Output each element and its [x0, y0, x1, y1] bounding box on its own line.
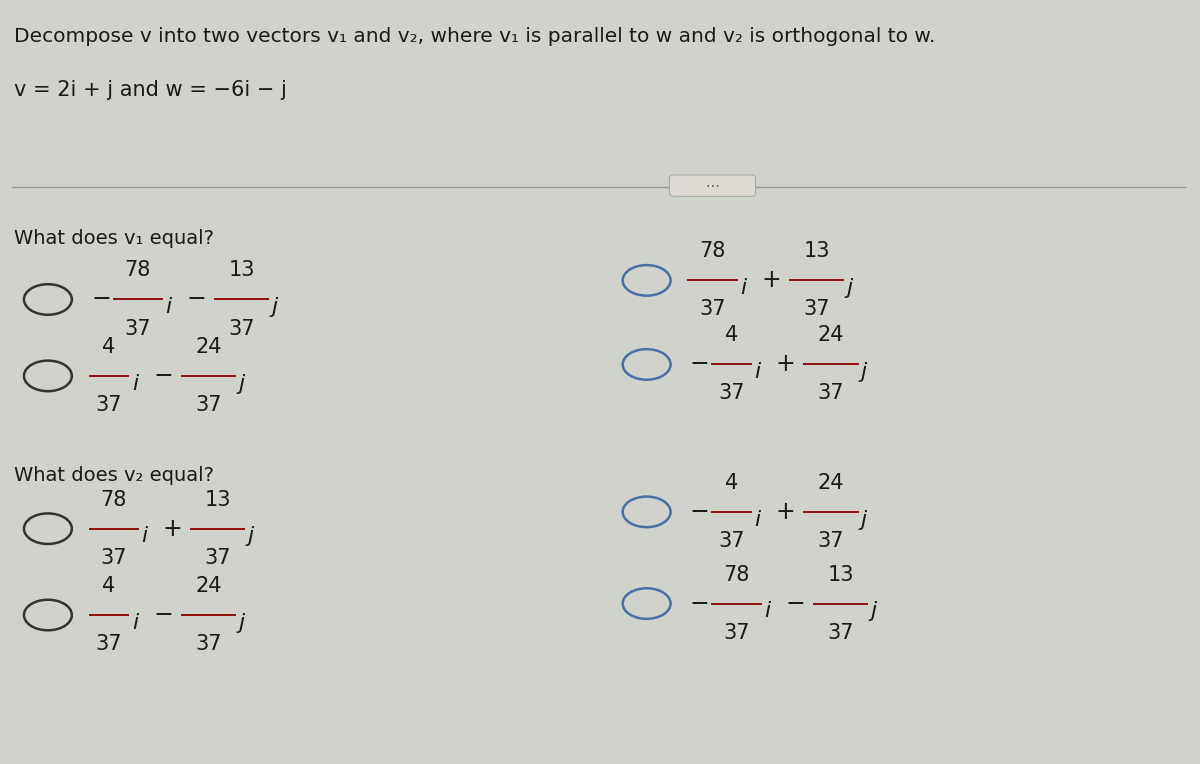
Text: −: − — [690, 591, 709, 616]
Text: 37: 37 — [96, 395, 122, 415]
Text: 78: 78 — [700, 241, 726, 261]
Text: −: − — [690, 500, 709, 524]
Text: 37: 37 — [719, 531, 745, 551]
Text: 37: 37 — [205, 548, 232, 568]
Text: +: + — [776, 500, 796, 524]
Text: i: i — [166, 297, 172, 317]
Text: 13: 13 — [804, 241, 830, 261]
Text: 24: 24 — [817, 473, 845, 493]
Text: j: j — [239, 374, 245, 393]
Text: 37: 37 — [804, 299, 830, 319]
Text: 37: 37 — [719, 384, 745, 403]
Text: 78: 78 — [125, 261, 151, 280]
Text: 37: 37 — [817, 384, 845, 403]
Text: ⋯: ⋯ — [706, 178, 720, 192]
Text: +: + — [762, 268, 781, 293]
Text: j: j — [272, 297, 278, 317]
Text: 37: 37 — [196, 395, 222, 415]
Text: 13: 13 — [827, 565, 854, 584]
Text: i: i — [142, 526, 148, 546]
Text: 37: 37 — [196, 634, 222, 654]
Text: 37: 37 — [125, 319, 151, 338]
Text: 24: 24 — [196, 576, 222, 596]
Text: 78: 78 — [101, 490, 127, 510]
Text: 78: 78 — [724, 565, 750, 584]
Text: i: i — [132, 374, 138, 393]
Text: +: + — [776, 352, 796, 377]
Text: 13: 13 — [205, 490, 232, 510]
Text: 37: 37 — [724, 623, 750, 643]
Text: j: j — [239, 613, 245, 633]
Text: 37: 37 — [817, 531, 845, 551]
Text: 4: 4 — [102, 576, 115, 596]
Text: −: − — [786, 591, 805, 616]
Text: 24: 24 — [196, 337, 222, 357]
Text: What does v₁ equal?: What does v₁ equal? — [14, 229, 215, 248]
Text: i: i — [764, 601, 770, 621]
Text: 37: 37 — [827, 623, 854, 643]
Text: −: − — [154, 364, 173, 388]
Text: +: + — [163, 516, 182, 541]
Text: 37: 37 — [700, 299, 726, 319]
Text: 4: 4 — [102, 337, 115, 357]
Text: 37: 37 — [101, 548, 127, 568]
Text: −: − — [154, 603, 173, 627]
Text: i: i — [755, 362, 761, 382]
Text: j: j — [860, 362, 868, 382]
Text: j: j — [248, 526, 254, 546]
Text: i: i — [132, 613, 138, 633]
Text: 13: 13 — [229, 261, 256, 280]
Text: −: − — [91, 287, 110, 312]
Text: 4: 4 — [725, 325, 738, 345]
Text: 4: 4 — [725, 473, 738, 493]
Text: −: − — [187, 287, 206, 312]
Text: i: i — [740, 278, 746, 298]
Text: j: j — [860, 510, 868, 529]
Text: i: i — [755, 510, 761, 529]
Text: Decompose v into two vectors v₁ and v₂, where v₁ is parallel to w and v₂ is orth: Decompose v into two vectors v₁ and v₂, … — [14, 27, 936, 46]
Text: 24: 24 — [817, 325, 845, 345]
Text: What does v₂ equal?: What does v₂ equal? — [14, 466, 215, 485]
Text: 37: 37 — [96, 634, 122, 654]
Text: j: j — [847, 278, 853, 298]
Text: j: j — [870, 601, 877, 621]
Text: v = 2i + j and w = −6i − j: v = 2i + j and w = −6i − j — [14, 80, 287, 100]
FancyBboxPatch shape — [670, 175, 756, 196]
Text: −: − — [690, 352, 709, 377]
Text: 37: 37 — [229, 319, 256, 338]
